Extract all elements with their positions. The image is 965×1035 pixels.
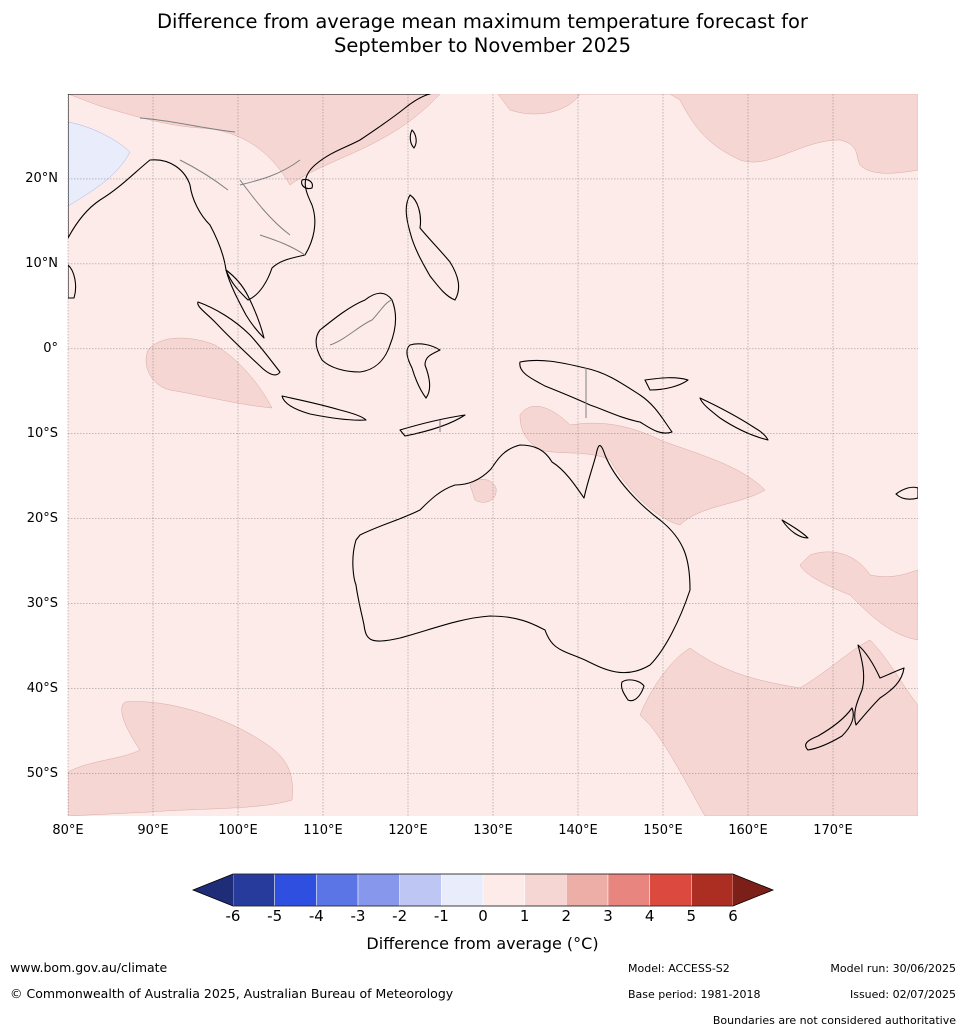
colorbar-tick-label: -6 (225, 907, 241, 925)
anomaly-region-timor (469, 479, 497, 503)
latitude-label: 40°S (26, 680, 58, 696)
anomaly-region-southern-ocean (68, 701, 293, 816)
colorbar-swatch (691, 873, 734, 907)
anomaly-region-south-pacific (799, 551, 918, 641)
bom-url[interactable]: www.bom.gov.au/climate (10, 960, 168, 975)
longitude-label: 80°E (52, 823, 84, 838)
latitude-label: 50°S (26, 765, 58, 781)
sumatra-outline (197, 301, 281, 376)
colorbar-label: Difference from average (°C) (366, 934, 599, 953)
australia-outline (352, 444, 691, 674)
borneo-outline (315, 292, 397, 373)
new-zealand-north-outline (854, 644, 905, 726)
colorbar-swatch (482, 873, 525, 907)
colorbar-tick-label: 1 (519, 907, 530, 925)
title-line-2: September to November 2025 (333, 34, 632, 57)
latitude-label: 30°S (26, 595, 58, 611)
colorbar-tick-label: 6 (728, 907, 738, 925)
philippines-outline (405, 194, 460, 301)
longitude-label: 160°E (728, 823, 768, 838)
colorbar-swatch (649, 873, 692, 907)
sri-lanka-outline (68, 264, 77, 299)
colorbar-swatch (566, 873, 609, 907)
latitude-label: 20°S (26, 510, 58, 526)
colorbar-tick-label: -1 (433, 907, 449, 925)
anomaly-region-north-pacific (497, 94, 918, 174)
new-caledonia-outline (781, 519, 809, 539)
anomaly-region-north-china (68, 94, 441, 186)
solomon-islands-outline (699, 397, 769, 441)
colorbar-swatch (232, 873, 275, 907)
anomaly-region-coral-sea (519, 406, 766, 526)
asia-borders (139, 117, 306, 256)
colorbar-tick-label: -4 (308, 907, 324, 925)
model-run-text: Model run: 30/06/2025 (830, 962, 956, 975)
colorbar-under-arrow (193, 874, 233, 906)
base-period-text: Base period: 1981-2018 (628, 988, 761, 1001)
colorbar-tick-label: 4 (644, 907, 655, 925)
colorbar-swatch (441, 873, 484, 907)
longitude-label: 170°E (813, 823, 853, 838)
new-guinea-outline (519, 359, 673, 434)
title-line-1: Difference from average mean maximum tem… (157, 10, 808, 33)
new-britain-outline (644, 377, 689, 391)
timor-outline (399, 414, 466, 437)
malay-peninsula-outline (225, 269, 265, 339)
longitude-label: 90°E (137, 823, 169, 838)
colorbar-tick-label: -3 (350, 907, 366, 925)
longitude-label: 120°E (388, 823, 428, 838)
longitude-label: 110°E (303, 823, 343, 838)
colorbar-swatch (524, 873, 567, 907)
colorbar-swatch (607, 873, 650, 907)
colorbar-tick-label: 0 (478, 907, 488, 925)
borneo-border (329, 299, 393, 346)
issued-text: Issued: 02/07/2025 (849, 988, 956, 1001)
colorbar-swatch (357, 873, 400, 907)
taiwan-outline (409, 129, 417, 149)
tasmania-outline (620, 679, 645, 702)
colorbar-swatch (274, 873, 317, 907)
java-outline (281, 395, 367, 421)
colorbar-swatch (399, 873, 442, 907)
map-title: Difference from average mean maximum tem… (0, 10, 965, 58)
colorbar-tick-label: -2 (392, 907, 408, 925)
anomaly-region-tasman (639, 639, 918, 816)
colorbar-outline (191, 873, 775, 907)
copyright-text: © Commonwealth of Australia 2025, Austra… (10, 986, 454, 1001)
forecast-map (67, 94, 918, 816)
model-text: Model: ACCESS-S2 (628, 962, 730, 975)
longitude-label: 140°E (558, 823, 598, 838)
colorbar-over-arrow (733, 874, 773, 906)
longitude-label: 150°E (643, 823, 683, 838)
new-zealand-south-outline (805, 707, 854, 751)
fiji-outline (895, 486, 918, 500)
anomaly-region-tibet (68, 121, 131, 207)
colorbar-tick-label: -5 (267, 907, 283, 925)
disclaimer-text: Boundaries are not considered authoritat… (712, 1014, 956, 1027)
latitude-label: 10°N (25, 255, 58, 271)
longitude-label: 130°E (473, 823, 513, 838)
latitude-label: 10°S (26, 425, 58, 441)
colorbar-tick-label: 3 (603, 907, 613, 925)
hainan-outline (301, 178, 313, 190)
longitude-label: 100°E (218, 823, 258, 838)
colorbar-tick-label: 2 (561, 907, 572, 925)
mainland-asia-outline (68, 94, 431, 301)
latitude-label: 0° (43, 340, 58, 356)
colorbar-tick-label: 5 (686, 907, 697, 925)
anomaly-region-indian-ocean (145, 337, 273, 409)
latitude-label: 20°N (25, 170, 58, 186)
colorbar-swatch (316, 873, 359, 907)
